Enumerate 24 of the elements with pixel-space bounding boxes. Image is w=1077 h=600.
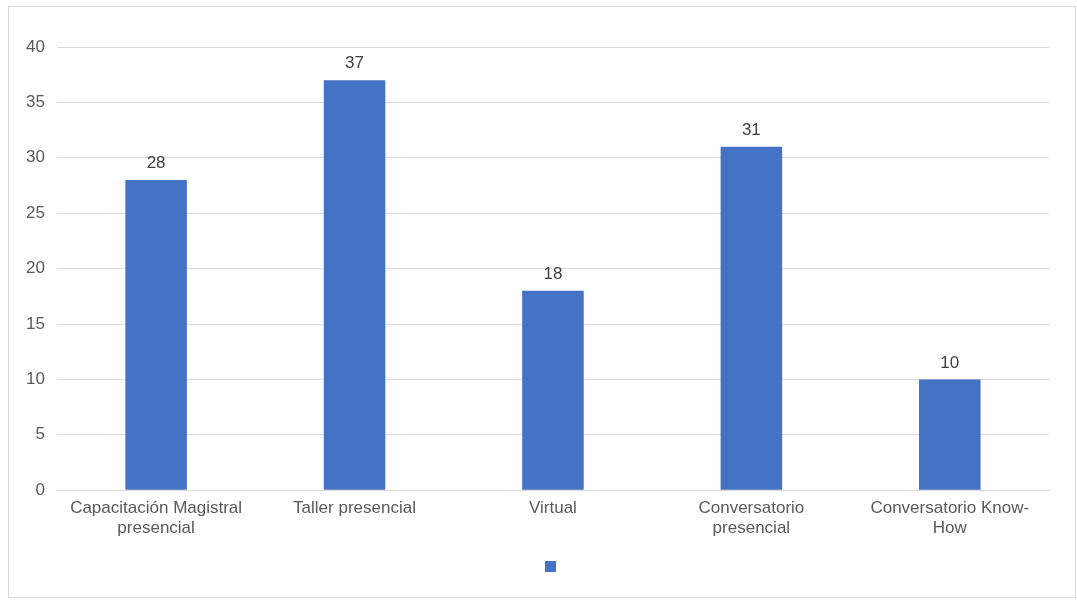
data-label: 28 — [146, 153, 166, 173]
bar — [919, 379, 981, 490]
x-tick-label: Conversatorio Know-How — [870, 498, 1030, 538]
y-tick-label: 5 — [35, 424, 45, 444]
bar — [125, 179, 187, 490]
y-tick-label: 0 — [35, 479, 45, 499]
data-label: 10 — [940, 352, 960, 372]
data-label: 18 — [543, 263, 563, 283]
x-tick-label: Conversatorio presencial — [698, 498, 805, 538]
data-label: 31 — [741, 119, 761, 139]
bar — [522, 290, 584, 490]
y-tick-label: 10 — [25, 369, 45, 389]
y-tick-label: 40 — [25, 36, 45, 56]
x-tick-label: Capacitación Magistral presencial — [70, 498, 243, 538]
y-tick-label: 35 — [25, 92, 45, 112]
y-tick-label: 25 — [25, 202, 45, 222]
x-tick-label: Taller presencial — [293, 498, 416, 518]
bar — [720, 146, 783, 490]
x-tick-label: Virtual — [529, 498, 577, 518]
y-tick-label: 30 — [25, 147, 45, 167]
data-label: 37 — [345, 53, 364, 73]
bar — [323, 80, 386, 490]
y-tick-label: 15 — [25, 313, 45, 333]
y-tick-label: 20 — [25, 258, 45, 278]
